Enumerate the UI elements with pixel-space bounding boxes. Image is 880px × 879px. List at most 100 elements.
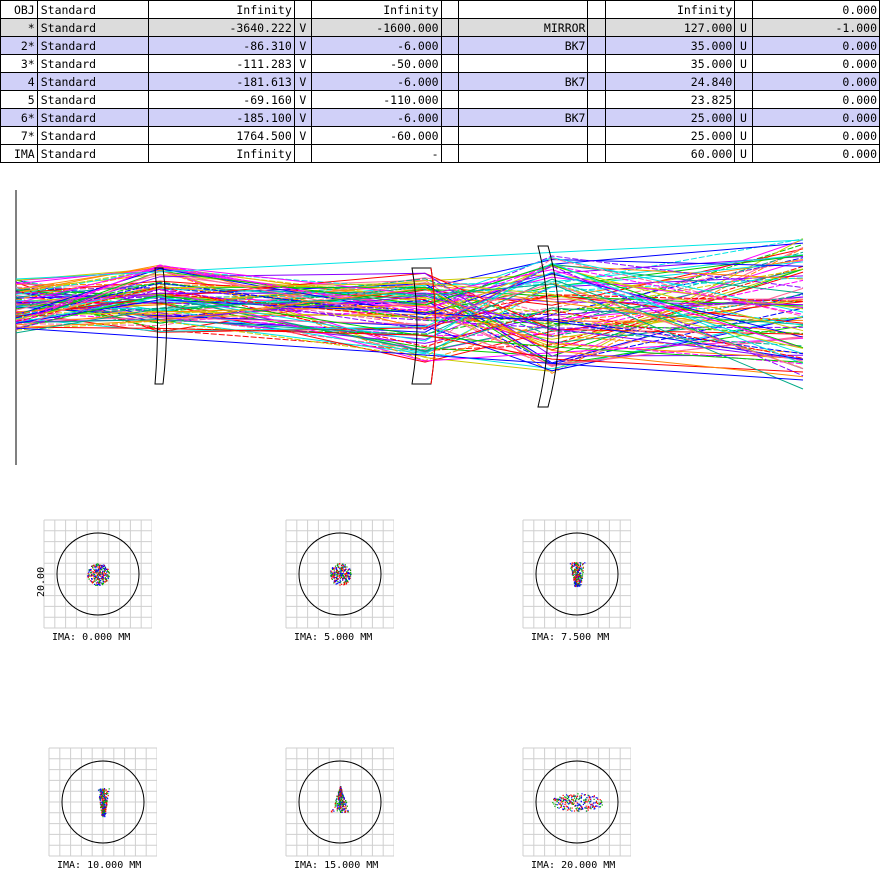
surface-row[interactable]: 4 Standard -181.613 V -6.000 BK7 24.840 0.000 [0, 72, 880, 91]
cell-surf[interactable]: IMA [0, 144, 38, 163]
cell-r-solve[interactable]: V [293, 18, 312, 37]
cell-semi-dia[interactable]: 24.840 [604, 72, 736, 91]
cell-thickness[interactable]: -50.000 [310, 54, 442, 73]
cell-semi-dia[interactable]: 25.000 [604, 126, 736, 145]
cell--blank[interactable] [587, 126, 606, 145]
cell--blank[interactable] [587, 54, 606, 73]
cell-type[interactable]: Standard [36, 72, 150, 91]
cell-semi-dia[interactable]: 35.000 [604, 54, 736, 73]
cell-surf[interactable]: 7* [0, 126, 38, 145]
cell-radius[interactable]: -3640.222 [148, 18, 295, 37]
cell-r-solve[interactable]: V [293, 126, 312, 145]
cell-surf[interactable]: 4 [0, 72, 38, 91]
cell-semi-dia[interactable]: 60.000 [604, 144, 736, 163]
cell-sd-solve[interactable]: U [734, 126, 753, 145]
cell-glass[interactable]: BK7 [457, 72, 589, 91]
cell-conic[interactable]: 0.000 [751, 90, 880, 109]
cell--blank[interactable] [587, 72, 606, 91]
cell-thickness[interactable]: -60.000 [310, 126, 442, 145]
cell-type[interactable]: Standard [36, 54, 150, 73]
cell-conic[interactable]: 0.000 [751, 144, 880, 163]
cell-r-solve[interactable]: V [293, 108, 312, 127]
surface-row[interactable]: * Standard -3640.222 V -1600.000 MIRROR 127.00… [0, 18, 880, 37]
cell-r-solve[interactable]: V [293, 72, 312, 91]
cell-thickness[interactable]: Infinity [310, 0, 442, 19]
cell-type[interactable]: Standard [36, 90, 150, 109]
cell-surf[interactable]: OBJ [0, 0, 38, 19]
cell-sd-solve[interactable] [734, 90, 753, 109]
cell--blank[interactable] [587, 0, 606, 19]
cell-r-solve[interactable] [293, 0, 312, 19]
cell-semi-dia[interactable]: 25.000 [604, 108, 736, 127]
cell-sd-solve[interactable]: U [734, 18, 753, 37]
cell-sd-solve[interactable] [734, 72, 753, 91]
cell-surf[interactable]: 5 [0, 90, 38, 109]
cell-radius[interactable]: -181.613 [148, 72, 295, 91]
cell-semi-dia[interactable]: 23.825 [604, 90, 736, 109]
cell-sd-solve[interactable]: U [734, 108, 753, 127]
cell-semi-dia[interactable]: 35.000 [604, 36, 736, 55]
cell-t-solve[interactable] [440, 108, 459, 127]
cell-type[interactable]: Standard [36, 144, 150, 163]
cell--blank[interactable] [587, 36, 606, 55]
cell-t-solve[interactable] [440, 36, 459, 55]
cell-glass[interactable]: BK7 [457, 36, 589, 55]
cell-type[interactable]: Standard [36, 126, 150, 145]
cell--blank[interactable] [587, 18, 606, 37]
cell-thickness[interactable]: -6.000 [310, 36, 442, 55]
surface-row[interactable]: 6* Standard -185.100 V -6.000 BK7 25.000 U 0.000 [0, 108, 880, 127]
cell-sd-solve[interactable]: U [734, 54, 753, 73]
cell-surf[interactable]: 6* [0, 108, 38, 127]
cell-thickness[interactable]: -6.000 [310, 108, 442, 127]
cell-t-solve[interactable] [440, 54, 459, 73]
cell-radius[interactable]: -111.283 [148, 54, 295, 73]
cell-conic[interactable]: 0.000 [751, 108, 880, 127]
cell-conic[interactable]: 0.000 [751, 126, 880, 145]
cell-r-solve[interactable]: V [293, 36, 312, 55]
cell-thickness[interactable]: -1600.000 [310, 18, 442, 37]
cell-t-solve[interactable] [440, 72, 459, 91]
cell-type[interactable]: Standard [36, 36, 150, 55]
cell-thickness[interactable]: -110.000 [310, 90, 442, 109]
cell-glass[interactable] [457, 144, 589, 163]
cell-r-solve[interactable] [293, 144, 312, 163]
cell-conic[interactable]: 0.000 [751, 54, 880, 73]
cell-type[interactable]: Standard [36, 108, 150, 127]
cell-surf[interactable]: * [0, 18, 38, 37]
cell-surf[interactable]: 2* [0, 36, 38, 55]
cell-radius[interactable]: Infinity [148, 144, 295, 163]
cell-conic[interactable]: 0.000 [751, 72, 880, 91]
cell-glass[interactable] [457, 126, 589, 145]
surface-row[interactable]: 3* Standard -111.283 V -50.000 35.000 U 0.000 [0, 54, 880, 73]
surface-row[interactable]: 5 Standard -69.160 V -110.000 23.825 0.000 [0, 90, 880, 109]
cell-conic[interactable]: 0.000 [751, 36, 880, 55]
cell-r-solve[interactable]: V [293, 90, 312, 109]
cell-conic[interactable]: 0.000 [751, 0, 880, 19]
cell-thickness[interactable]: -6.000 [310, 72, 442, 91]
cell-sd-solve[interactable]: U [734, 36, 753, 55]
cell-radius[interactable]: -69.160 [148, 90, 295, 109]
cell-t-solve[interactable] [440, 90, 459, 109]
cell-t-solve[interactable] [440, 144, 459, 163]
cell-glass[interactable]: BK7 [457, 108, 589, 127]
cell-surf[interactable]: 3* [0, 54, 38, 73]
cell-glass[interactable] [457, 54, 589, 73]
cell-radius[interactable]: 1764.500 [148, 126, 295, 145]
cell-type[interactable]: Standard [36, 18, 150, 37]
cell-sd-solve[interactable]: U [734, 144, 753, 163]
surface-row[interactable]: 2* Standard -86.310 V -6.000 BK7 35.000 U 0.000 [0, 36, 880, 55]
cell-radius[interactable]: Infinity [148, 0, 295, 19]
cell-r-solve[interactable]: V [293, 54, 312, 73]
cell-sd-solve[interactable] [734, 0, 753, 19]
cell--blank[interactable] [587, 108, 606, 127]
cell-semi-dia[interactable]: 127.000 [604, 18, 736, 37]
cell-glass[interactable] [457, 0, 589, 19]
cell-glass[interactable] [457, 90, 589, 109]
cell--blank[interactable] [587, 90, 606, 109]
cell-t-solve[interactable] [440, 18, 459, 37]
cell-thickness[interactable]: - [310, 144, 442, 163]
cell-radius[interactable]: -86.310 [148, 36, 295, 55]
cell-conic[interactable]: -1.000 [751, 18, 880, 37]
cell-type[interactable]: Standard [36, 0, 150, 19]
surface-row[interactable]: IMA Standard Infinity - 60.000 U 0.000 [0, 144, 880, 163]
